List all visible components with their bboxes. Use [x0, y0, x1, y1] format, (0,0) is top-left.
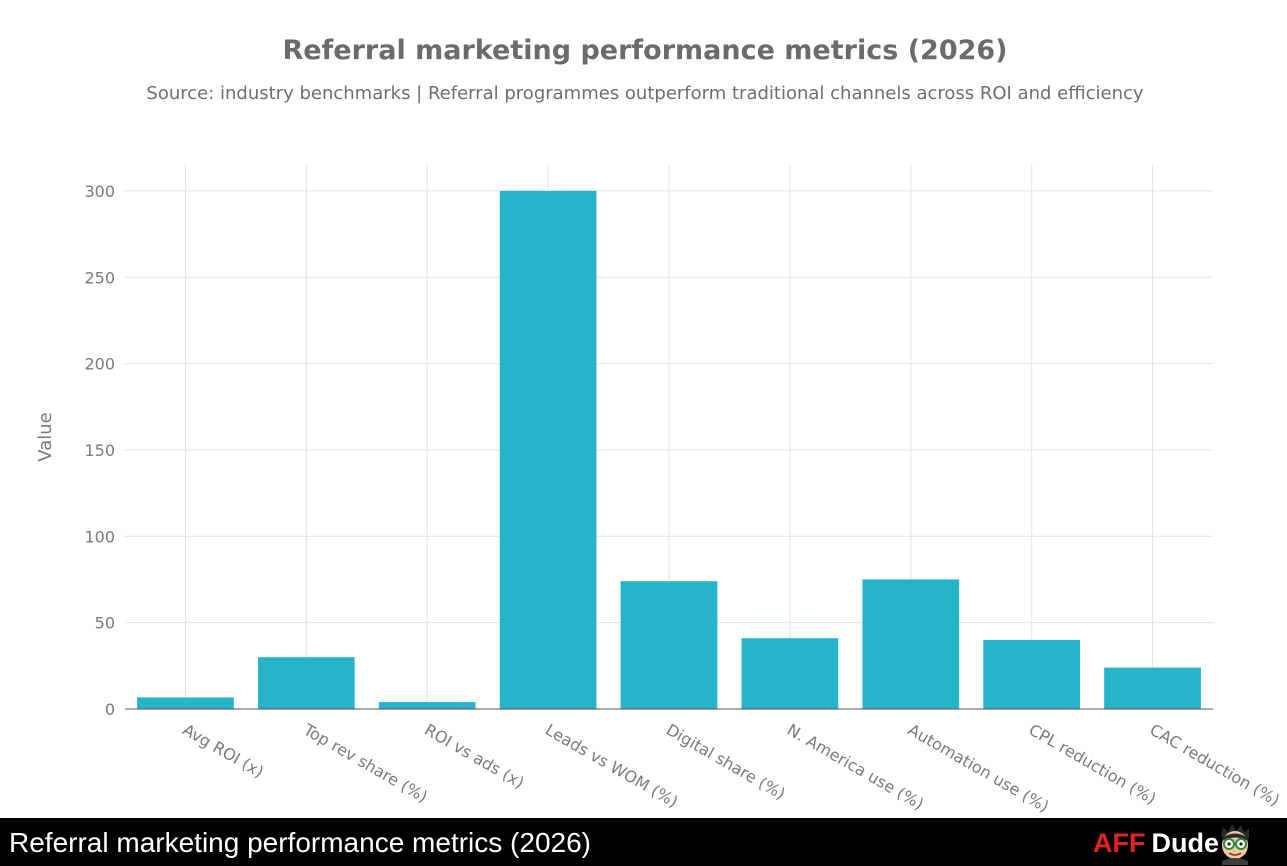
x-tick-label: Avg ROI (x) [179, 720, 267, 782]
footer-title: Referral marketing performance metrics (… [9, 827, 591, 858]
bar [620, 581, 718, 709]
y-axis-title: Value [35, 412, 56, 461]
y-tick-label: 0 [105, 700, 115, 719]
bar [137, 697, 234, 709]
chart: Referral marketing performance metrics (… [35, 35, 1283, 817]
y-tick-label: 250 [84, 268, 115, 287]
brand-dude: Dude [1151, 828, 1219, 858]
y-tick-label: 200 [84, 355, 115, 374]
bar [257, 657, 355, 709]
y-tick-label: 150 [84, 441, 115, 460]
x-tick-label: Leads vs WOM (%) [542, 720, 681, 811]
x-tick-label: Top rev share (%) [299, 720, 430, 807]
bar [741, 638, 839, 709]
cartoon-man-glasses-icon [1221, 824, 1249, 865]
bar [378, 702, 476, 709]
x-tick-label: ROI vs ads (x) [421, 720, 527, 792]
bar [983, 639, 1081, 709]
y-tick-label: 100 [84, 527, 115, 546]
bar [499, 190, 597, 709]
brand-logo: AFF Dude [1093, 827, 1219, 859]
chart-title: Referral marketing performance metrics (… [282, 35, 1007, 66]
footer-bar: Referral marketing performance metrics (… [0, 818, 1287, 866]
chart-subtitle: Source: industry benchmarks | Referral p… [146, 83, 1144, 104]
x-tick-label: Digital share (%) [663, 720, 789, 804]
grid [125, 165, 1213, 709]
bars [137, 190, 1201, 709]
x-tick-label: CAC reduction (%) [1147, 720, 1284, 810]
bar [1104, 667, 1201, 709]
y-tick-label: 300 [84, 182, 115, 201]
y-tick-label: 50 [95, 614, 115, 633]
y-tick-labels: 0 50 100 150 200 250 300 [84, 182, 115, 719]
brand-aff: AFF [1093, 828, 1146, 858]
x-tick-labels: Avg ROI (x) Top rev share (%)ROI vs ads (… [179, 720, 1283, 817]
bar [862, 579, 960, 709]
